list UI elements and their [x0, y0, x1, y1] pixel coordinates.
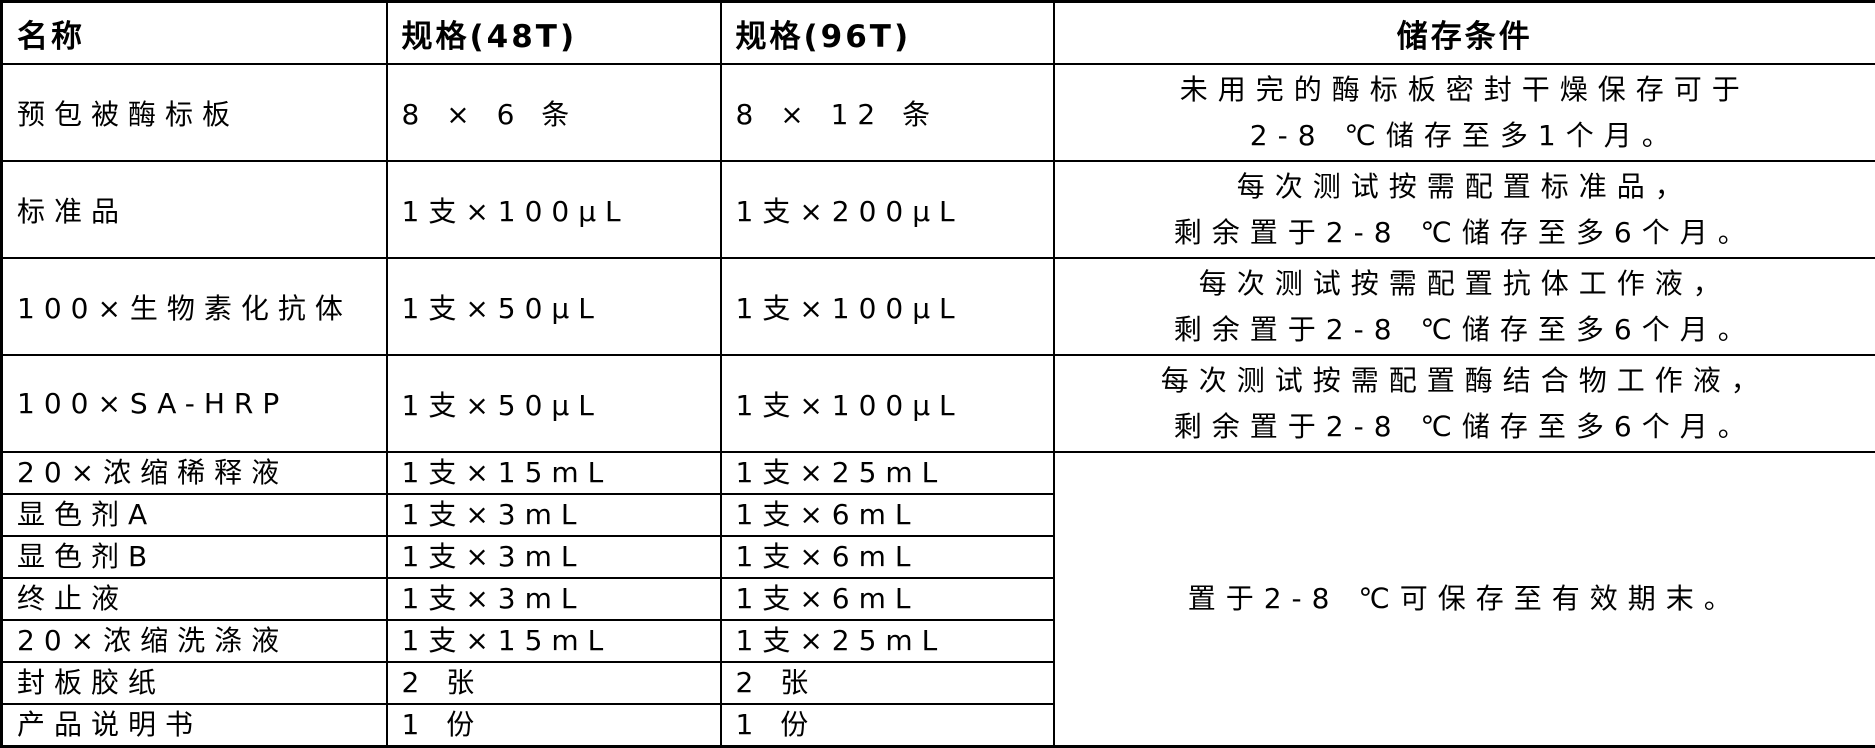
cell-name: 20×浓缩洗涤液	[2, 620, 387, 662]
cell-spec-96t: 1支×100μL	[721, 258, 1054, 355]
cell-spec-48t: 1支×3mL	[387, 578, 721, 620]
cell-name: 100×SA-HRP	[2, 355, 387, 452]
storage-line: 每次测试按需配置抗体工作液，	[1055, 261, 1875, 307]
cell-spec-96t: 1支×6mL	[721, 494, 1054, 536]
header-spec-96t: 规格(96T)	[721, 2, 1054, 65]
storage-line: 每次测试按需配置标准品，	[1055, 164, 1875, 210]
cell-storage-merged: 置于2-8 ℃可保存至有效期末。	[1054, 452, 1875, 747]
header-spec-48t: 规格(48T)	[387, 2, 721, 65]
cell-storage: 每次测试按需配置抗体工作液，剩余置于2-8 ℃储存至多6个月。	[1054, 258, 1875, 355]
cell-storage: 每次测试按需配置标准品，剩余置于2-8 ℃储存至多6个月。	[1054, 161, 1875, 258]
cell-name: 显色剂B	[2, 536, 387, 578]
cell-spec-48t: 1支×50μL	[387, 355, 721, 452]
storage-line: 未用完的酶标板密封干燥保存可于	[1055, 67, 1875, 113]
cell-name: 预包被酶标板	[2, 64, 387, 161]
cell-spec-96t: 1支×6mL	[721, 536, 1054, 578]
cell-spec-48t: 1支×100μL	[387, 161, 721, 258]
storage-line: 2-8 ℃储存至多1个月。	[1055, 113, 1875, 159]
cell-spec-96t: 8 × 12 条	[721, 64, 1054, 161]
cell-spec-96t: 1支×200μL	[721, 161, 1054, 258]
storage-line: 剩余置于2-8 ℃储存至多6个月。	[1055, 210, 1875, 256]
cell-spec-96t: 1支×25mL	[721, 452, 1054, 494]
cell-name: 显色剂A	[2, 494, 387, 536]
cell-spec-48t: 1支×3mL	[387, 494, 721, 536]
storage-line: 剩余置于2-8 ℃储存至多6个月。	[1055, 404, 1875, 450]
cell-spec-96t: 1支×6mL	[721, 578, 1054, 620]
cell-storage: 每次测试按需配置酶结合物工作液，剩余置于2-8 ℃储存至多6个月。	[1054, 355, 1875, 452]
cell-name: 20×浓缩稀释液	[2, 452, 387, 494]
cell-name: 标准品	[2, 161, 387, 258]
storage-line: 每次测试按需配置酶结合物工作液，	[1055, 358, 1875, 404]
cell-spec-48t: 1 份	[387, 704, 721, 747]
header-row: 名称 规格(48T) 规格(96T) 储存条件	[2, 2, 1875, 65]
cell-spec-48t: 1支×15mL	[387, 452, 721, 494]
cell-spec-48t: 1支×15mL	[387, 620, 721, 662]
cell-spec-96t: 1 份	[721, 704, 1054, 747]
header-name: 名称	[2, 2, 387, 65]
cell-spec-96t: 2 张	[721, 662, 1054, 704]
cell-spec-48t: 1支×50μL	[387, 258, 721, 355]
cell-spec-96t: 1支×100μL	[721, 355, 1054, 452]
cell-spec-48t: 1支×3mL	[387, 536, 721, 578]
cell-spec-48t: 2 张	[387, 662, 721, 704]
cell-spec-48t: 8 × 6 条	[387, 64, 721, 161]
header-storage: 储存条件	[1054, 2, 1875, 65]
cell-name: 封板胶纸	[2, 662, 387, 704]
cell-name: 产品说明书	[2, 704, 387, 747]
cell-name: 终止液	[2, 578, 387, 620]
cell-name: 100×生物素化抗体	[2, 258, 387, 355]
storage-line: 剩余置于2-8 ℃储存至多6个月。	[1055, 307, 1875, 353]
cell-spec-96t: 1支×25mL	[721, 620, 1054, 662]
